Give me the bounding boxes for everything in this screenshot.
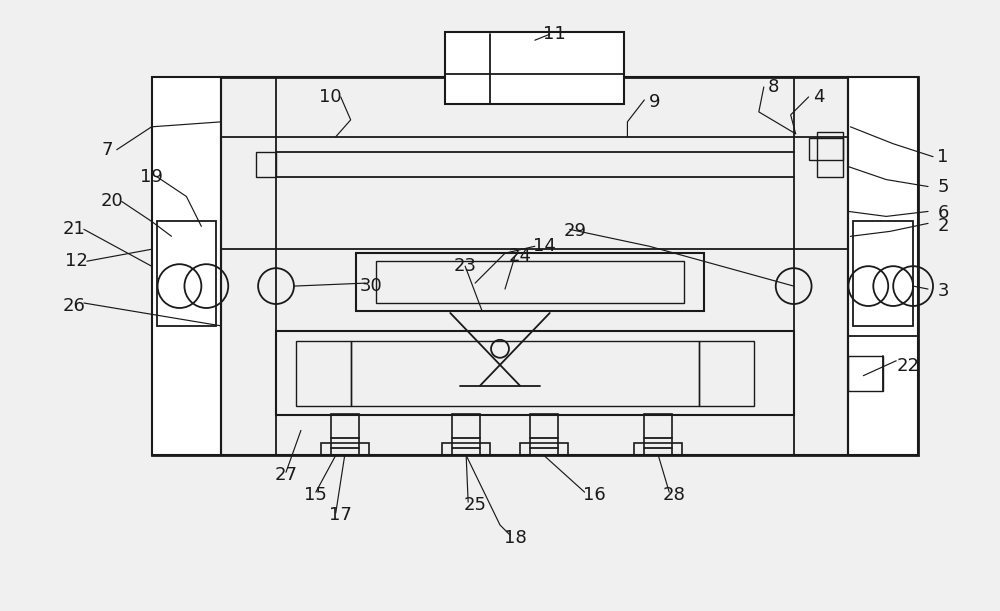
Bar xyxy=(376,261,684,303)
Text: 19: 19 xyxy=(140,167,163,186)
Bar xyxy=(794,77,848,455)
Text: 25: 25 xyxy=(464,496,487,514)
Text: 28: 28 xyxy=(663,486,686,504)
Bar xyxy=(809,137,843,159)
Bar xyxy=(634,444,682,455)
Text: 24: 24 xyxy=(508,247,531,265)
Text: 29: 29 xyxy=(563,222,586,240)
Bar xyxy=(152,77,221,455)
Text: 20: 20 xyxy=(100,192,123,210)
Bar xyxy=(221,77,848,455)
Bar xyxy=(848,77,918,455)
Text: 21: 21 xyxy=(63,221,85,238)
Text: 4: 4 xyxy=(813,88,824,106)
Text: 14: 14 xyxy=(533,237,556,255)
Text: 16: 16 xyxy=(583,486,606,504)
Text: 2: 2 xyxy=(937,218,949,235)
Text: 26: 26 xyxy=(63,297,85,315)
Text: 17: 17 xyxy=(329,506,352,524)
Text: 6: 6 xyxy=(937,205,949,222)
Text: 8: 8 xyxy=(768,78,779,96)
Bar xyxy=(442,444,490,455)
Text: 30: 30 xyxy=(359,277,382,295)
Text: 9: 9 xyxy=(649,93,660,111)
Bar xyxy=(152,77,918,455)
Bar xyxy=(256,152,276,177)
Bar xyxy=(331,414,359,455)
Bar xyxy=(817,132,843,177)
Bar xyxy=(445,32,624,104)
Bar xyxy=(520,444,568,455)
Bar xyxy=(644,414,672,455)
Text: 10: 10 xyxy=(319,88,342,106)
Bar xyxy=(321,444,369,455)
Bar xyxy=(848,356,883,390)
Bar xyxy=(848,336,918,455)
Bar xyxy=(221,77,848,137)
Text: 11: 11 xyxy=(543,25,566,43)
Bar xyxy=(530,414,558,455)
Text: 22: 22 xyxy=(897,357,920,375)
Bar xyxy=(157,221,216,326)
Bar xyxy=(351,341,699,406)
Text: 3: 3 xyxy=(937,282,949,300)
Bar xyxy=(356,253,704,311)
Text: 27: 27 xyxy=(274,466,297,485)
Text: 12: 12 xyxy=(65,252,88,270)
Text: 18: 18 xyxy=(504,529,526,547)
Bar xyxy=(296,341,351,406)
Text: 15: 15 xyxy=(304,486,327,504)
Text: 1: 1 xyxy=(937,148,949,166)
Text: 5: 5 xyxy=(937,178,949,196)
Text: 23: 23 xyxy=(454,257,477,275)
Bar xyxy=(452,414,480,455)
Bar xyxy=(221,77,276,455)
Bar xyxy=(276,331,794,415)
Bar xyxy=(853,221,913,326)
Text: 7: 7 xyxy=(101,141,113,159)
Bar xyxy=(699,341,754,406)
